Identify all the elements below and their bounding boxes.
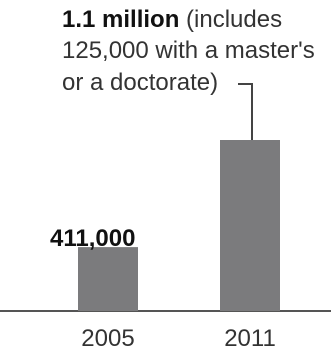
data-label-2011-value: 1.1 million [62,6,179,33]
x-tick-label-2005: 2005 [81,325,134,352]
annotation-leader-line [238,83,253,140]
x-tick-label-2011: 2011 [224,325,276,352]
bar-2005 [78,247,138,311]
data-label-2011-line-3: or a doctorate) [62,69,218,96]
data-label-2005: 411,000 [50,225,135,252]
bar-2011 [220,140,280,311]
data-label-2011-note-1: (includes [179,6,282,33]
data-label-2011-line-1: 1.1 million (includes [62,6,282,33]
data-label-2011-line-2: 125,000 with a master's [62,37,315,64]
